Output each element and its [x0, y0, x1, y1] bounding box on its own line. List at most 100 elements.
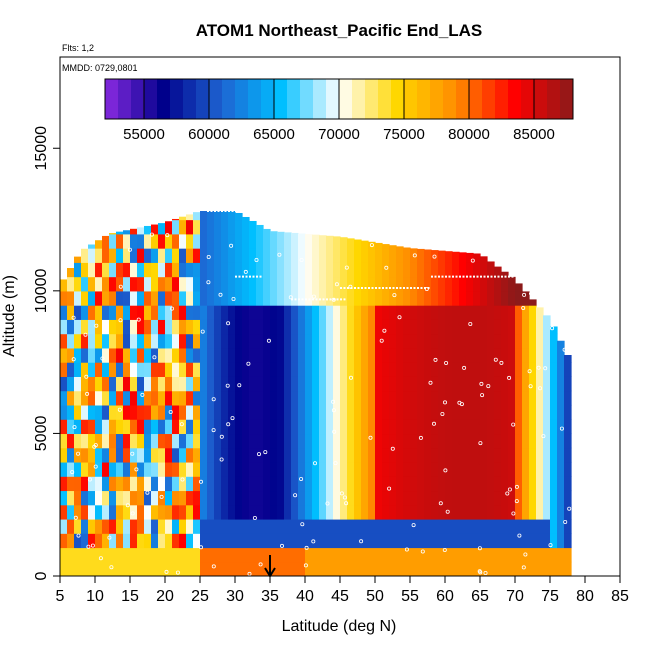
- heatmap-cell: [389, 347, 397, 363]
- heatmap-cell: [452, 561, 460, 576]
- heatmap-cell: [487, 362, 495, 377]
- x-tick-label: 10: [86, 588, 104, 605]
- heatmap-cell: [340, 433, 348, 449]
- heatmap-cell: [326, 319, 334, 335]
- heatmap-cell: [88, 362, 96, 377]
- heatmap-cell: [466, 547, 474, 563]
- heatmap-cell: [172, 219, 180, 235]
- heatmap-cell: [144, 419, 152, 435]
- heatmap-cell: [347, 290, 355, 306]
- heatmap-cell: [165, 533, 173, 549]
- heatmap-cell: [270, 347, 278, 363]
- heatmap-cell: [284, 476, 292, 492]
- heatmap-cell: [81, 490, 89, 506]
- heatmap-cell: [284, 248, 292, 263]
- heatmap-cell: [249, 461, 257, 477]
- heatmap-cell: [550, 476, 558, 492]
- obs-point: [505, 491, 510, 496]
- heatmap-cell: [193, 561, 201, 576]
- heatmap-cell: [179, 433, 187, 449]
- heatmap-cell: [200, 210, 208, 221]
- heatmap-cell: [466, 419, 474, 435]
- heatmap-cell: [102, 547, 110, 563]
- heatmap-cell: [564, 419, 572, 435]
- heatmap-cell: [480, 305, 488, 320]
- heatmap-cell: [249, 504, 257, 520]
- heatmap-cell: [179, 447, 187, 463]
- heatmap-cell: [326, 476, 334, 492]
- heatmap-cell: [305, 404, 313, 420]
- heatmap-cell: [109, 390, 117, 406]
- heatmap-cell: [172, 290, 180, 306]
- heatmap-cell: [137, 262, 145, 278]
- heatmap-cell: [445, 419, 453, 435]
- heatmap-cell: [452, 362, 460, 377]
- heatmap-cell: [389, 461, 397, 477]
- heatmap-cell: [445, 547, 453, 563]
- x-tick-label: 60: [436, 588, 454, 605]
- heatmap-cell: [333, 476, 341, 492]
- heatmap-cell: [508, 561, 516, 576]
- heatmap-cell: [375, 504, 383, 520]
- heatmap-cell: [144, 518, 152, 534]
- heatmap-cell: [165, 333, 173, 349]
- heatmap-cell: [340, 347, 348, 363]
- heatmap-cell: [158, 305, 166, 320]
- heatmap-cell: [312, 490, 320, 506]
- heatmap-cell: [172, 533, 180, 549]
- heatmap-cell: [165, 376, 173, 392]
- heatmap-cell: [144, 347, 152, 363]
- heatmap-cell: [214, 376, 222, 392]
- heatmap-cell: [354, 433, 362, 449]
- heatmap-cell: [515, 283, 523, 292]
- heatmap-cell: [333, 533, 341, 549]
- obs-point: [87, 477, 92, 482]
- heatmap-cell: [459, 390, 467, 406]
- heatmap-cell: [333, 276, 341, 292]
- heatmap-cell: [88, 276, 96, 292]
- heatmap-cell: [60, 476, 68, 492]
- heatmap-cell: [333, 561, 341, 576]
- colorbar-cell: [248, 79, 262, 119]
- heatmap-cell: [438, 390, 446, 406]
- heatmap-cell: [319, 235, 327, 249]
- heatmap-cell: [291, 433, 299, 449]
- heatmap-cell: [403, 518, 411, 534]
- heatmap-cell: [424, 362, 432, 377]
- heatmap-cell: [123, 419, 131, 435]
- heatmap-cell: [284, 404, 292, 420]
- obs-point: [231, 296, 236, 301]
- heatmap-cell: [305, 490, 313, 506]
- heatmap-cell: [410, 390, 418, 406]
- heatmap-cell: [375, 347, 383, 363]
- heatmap-cell: [256, 561, 264, 576]
- heatmap-cell: [340, 518, 348, 534]
- obs-point: [211, 564, 216, 569]
- heatmap-cell: [207, 290, 215, 306]
- heatmap-cell: [473, 290, 481, 306]
- obs-point: [211, 397, 216, 402]
- heatmap-cell: [515, 490, 523, 506]
- heatmap-cell: [431, 504, 439, 520]
- heatmap-cell: [123, 404, 131, 420]
- heatmap-cell: [137, 305, 145, 320]
- heatmap-cell: [151, 504, 159, 520]
- obs-point: [136, 317, 141, 322]
- y-tick-label: 15000: [33, 126, 50, 171]
- heatmap-cell: [207, 319, 215, 335]
- heatmap-cell: [102, 461, 110, 477]
- heatmap-cell: [67, 476, 75, 492]
- heatmap-cell: [60, 319, 68, 335]
- heatmap-cell: [354, 533, 362, 549]
- heatmap-cell: [130, 561, 138, 576]
- heatmap-cell: [284, 262, 292, 278]
- obs-point: [438, 501, 443, 506]
- heatmap-cell: [298, 305, 306, 320]
- heatmap-cell: [354, 390, 362, 406]
- heatmap-cell: [431, 547, 439, 563]
- heatmap-cell: [277, 347, 285, 363]
- obs-point: [70, 470, 75, 475]
- heatmap-cell: [319, 305, 327, 320]
- heatmap-cell: [130, 461, 138, 477]
- heatmap-cell: [277, 476, 285, 492]
